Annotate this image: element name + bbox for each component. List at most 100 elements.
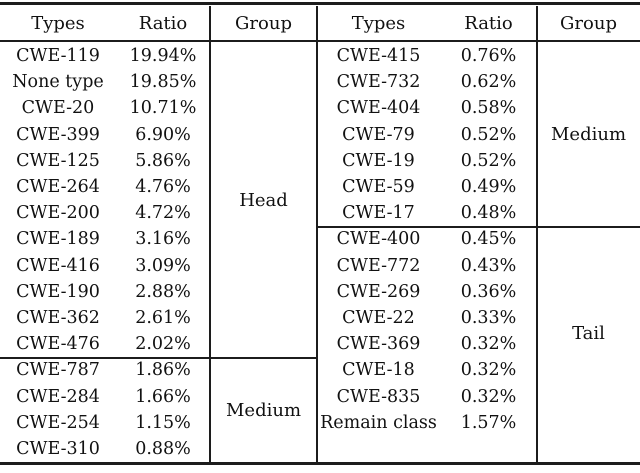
cwe-type-cell: CWE-269 (336, 281, 421, 302)
cwe-type-cell: CWE-17 (342, 203, 415, 224)
ratio-cell: 0.52% (460, 124, 517, 145)
table-row: CWE-284 1.66% (0, 383, 210, 409)
bottom-rule (0, 462, 640, 465)
header-types-right: Types (351, 12, 406, 34)
left-panel-rows: CWE-119 19.94% None type 19.85% CWE-20 10.7… (0, 43, 210, 462)
table-row: CWE-835 0.32% (317, 384, 537, 410)
cwe-type-cell: CWE-362 (16, 307, 100, 328)
table-row: CWE-119 19.94% (0, 43, 210, 69)
ratio-cell: 0.36% (460, 281, 517, 302)
table-header-row: Types Ratio Group Types Ratio Group (0, 6, 640, 40)
header-group-left: Group (235, 12, 292, 34)
cwe-type-cell: CWE-284 (16, 386, 100, 407)
cwe-type-cell: CWE-310 (16, 438, 100, 459)
group-label-medium-left: Medium (225, 400, 302, 421)
ratio-cell: 0.32% (460, 334, 517, 355)
table-row: CWE-415 0.76% (317, 43, 537, 69)
ratio-cell: 0.33% (460, 308, 517, 329)
cwe-type-cell: Remain class (320, 412, 437, 433)
table-row: CWE-190 2.88% (0, 279, 210, 305)
ratio-cell: 4.72% (135, 203, 191, 224)
cwe-type-cell: CWE-369 (336, 334, 421, 355)
ratio-cell: 2.61% (135, 307, 191, 328)
header-rule (0, 40, 640, 42)
ratio-cell: 6.90% (135, 124, 191, 145)
cwe-type-cell: CWE-772 (336, 255, 421, 276)
cwe-type-cell: CWE-20 (21, 98, 95, 119)
ratio-cell: 19.94% (129, 46, 197, 67)
ratio-cell: 10.71% (129, 98, 197, 119)
cwe-type-cell: CWE-835 (336, 386, 421, 407)
cwe-type-cell: CWE-190 (16, 281, 100, 302)
cwe-type-cell: CWE-732 (336, 72, 421, 93)
top-rule (0, 2, 640, 5)
group-label-head: Head (239, 189, 288, 211)
ratio-cell: 5.86% (135, 150, 191, 171)
table-row: CWE-399 6.90% (0, 122, 210, 148)
table-row: CWE-19 0.52% (317, 148, 537, 174)
table-row: CWE-404 0.58% (317, 95, 537, 121)
cwe-type-cell: None type (12, 72, 104, 93)
group-label-tail: Tail (572, 322, 605, 344)
table-row: CWE-22 0.33% (317, 305, 537, 331)
cwe-type-cell: CWE-787 (16, 360, 100, 381)
ratio-cell: 0.48% (460, 203, 517, 224)
divider-center (316, 6, 318, 462)
ratio-cell: 1.57% (460, 412, 517, 433)
ratio-cell: 1.66% (135, 386, 191, 407)
table-row: CWE-254 1.15% (0, 410, 210, 436)
table-row: CWE-772 0.43% (317, 253, 537, 279)
table-row: CWE-310 0.88% (0, 436, 210, 462)
table-row: CWE-269 0.36% (317, 279, 537, 305)
ratio-cell: 2.02% (135, 334, 191, 355)
right-group-separator (317, 226, 640, 228)
divider-left-group (209, 6, 211, 462)
ratio-cell: 0.88% (135, 438, 191, 459)
table-row: CWE-369 0.32% (317, 331, 537, 357)
cwe-type-cell: CWE-59 (342, 177, 415, 198)
cwe-type-cell: CWE-476 (16, 334, 100, 355)
table-row: CWE-20 10.71% (0, 95, 210, 121)
ratio-cell: 3.16% (135, 229, 191, 250)
ratio-cell: 2.88% (135, 281, 191, 302)
ratio-cell: 0.43% (460, 255, 517, 276)
table-row: CWE-125 5.86% (0, 148, 210, 174)
cwe-type-cell: CWE-200 (16, 203, 100, 224)
cwe-type-cell: CWE-79 (342, 124, 415, 145)
cwe-type-cell: CWE-119 (16, 46, 100, 67)
ratio-cell: 1.86% (135, 360, 191, 381)
header-group-right: Group (560, 12, 617, 34)
ratio-cell: 4.76% (135, 177, 191, 198)
ratio-cell: 19.85% (129, 72, 197, 93)
ratio-cell: 0.62% (460, 72, 517, 93)
table-row: CWE-400 0.45% (317, 226, 537, 252)
group-label-medium-right: Medium (550, 124, 627, 145)
table-row: CWE-17 0.48% (317, 200, 537, 226)
table-row: CWE-264 4.76% (0, 174, 210, 200)
table-row: CWE-476 2.02% (0, 331, 210, 357)
left-group-separator (0, 357, 317, 359)
ratio-cell: 0.49% (460, 177, 517, 198)
ratio-cell: 0.32% (460, 360, 517, 381)
table-row: CWE-189 3.16% (0, 226, 210, 252)
ratio-cell: 3.09% (135, 255, 191, 276)
header-ratio-left: Ratio (138, 12, 188, 34)
ratio-cell: 0.58% (460, 98, 517, 119)
ratio-cell: 1.15% (135, 412, 191, 433)
cwe-type-cell: CWE-415 (336, 46, 421, 67)
divider-right-group (536, 6, 538, 462)
right-panel-rows: CWE-415 0.76% CWE-732 0.62% CWE-404 0.58% C… (317, 43, 537, 436)
table-row: CWE-787 1.86% (0, 357, 210, 383)
header-types-left: Types (31, 12, 85, 34)
table-row: CWE-732 0.62% (317, 69, 537, 95)
cwe-type-cell: CWE-264 (16, 177, 100, 198)
header-ratio-right: Ratio (464, 12, 513, 34)
cwe-type-cell: CWE-125 (16, 150, 100, 171)
table-row: CWE-79 0.52% (317, 122, 537, 148)
table-row: CWE-200 4.72% (0, 200, 210, 226)
cwe-type-cell: CWE-189 (16, 229, 100, 250)
ratio-cell: 0.52% (460, 150, 517, 171)
cwe-type-cell: CWE-399 (16, 124, 100, 145)
cwe-type-cell: CWE-18 (342, 360, 415, 381)
